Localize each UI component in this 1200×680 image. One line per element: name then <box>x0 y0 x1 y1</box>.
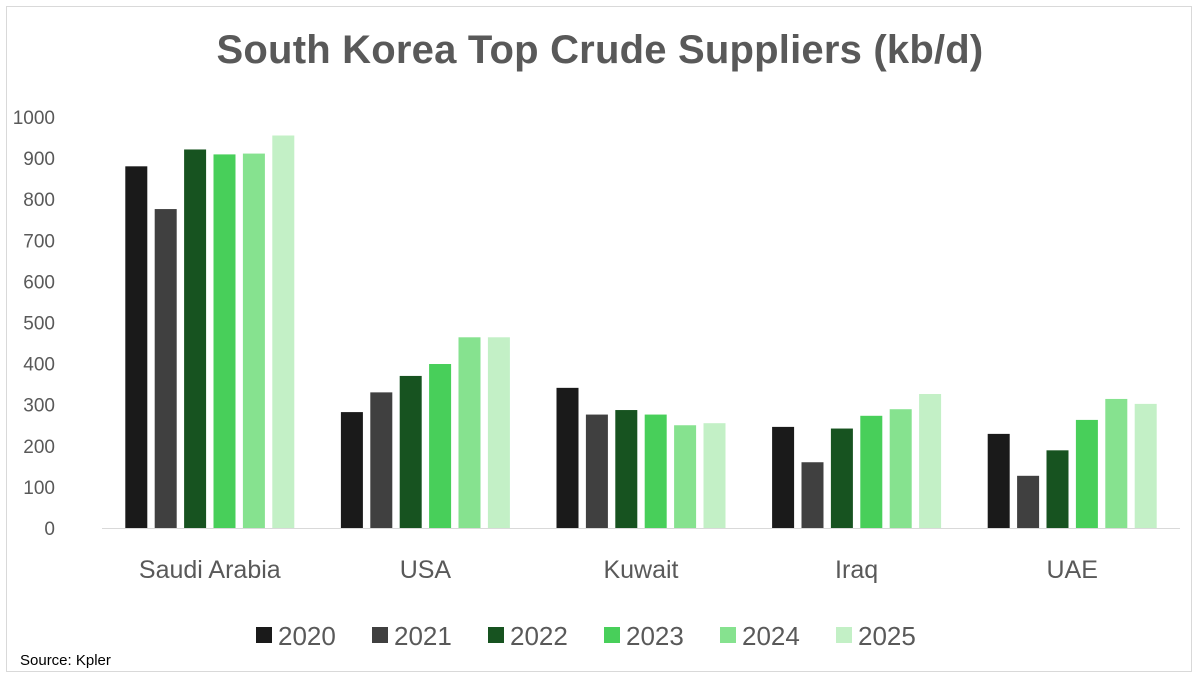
bar-2022-kuwait <box>615 410 638 528</box>
bar-2023-iraq <box>860 415 883 528</box>
bar-2025-saudi-arabia <box>272 135 295 528</box>
bar-2025-uae <box>1134 403 1157 528</box>
legend-swatch-2020 <box>256 627 272 643</box>
bar-2022-iraq <box>830 428 853 528</box>
bar-2023-saudi-arabia <box>213 154 236 528</box>
bar-2021-uae <box>1017 475 1040 528</box>
bar-2023-kuwait <box>644 414 667 528</box>
y-tick-label: 0 <box>44 519 55 540</box>
y-tick-label: 900 <box>23 149 55 170</box>
y-tick-label: 100 <box>23 478 55 499</box>
legend-label-2021: 2021 <box>394 621 452 651</box>
chart-title: South Korea Top Crude Suppliers (kb/d) <box>216 28 984 72</box>
bar-2024-uae <box>1105 398 1128 528</box>
legend-label-2024: 2024 <box>742 621 800 651</box>
y-tick-label: 600 <box>23 272 55 293</box>
bar-2021-kuwait <box>585 414 608 528</box>
bar-2022-usa <box>399 375 422 528</box>
bar-2020-iraq <box>772 426 795 528</box>
bar-2021-iraq <box>801 462 824 528</box>
bar-2025-usa <box>487 337 510 528</box>
bar-2025-iraq <box>919 394 942 528</box>
bar-2024-saudi-arabia <box>242 153 265 529</box>
bar-2020-uae <box>987 433 1010 528</box>
bar-2021-usa <box>370 392 393 528</box>
y-tick-label: 1000 <box>13 108 55 129</box>
x-tick-label: Iraq <box>835 556 878 584</box>
legend-swatch-2021 <box>372 627 388 643</box>
bar-2024-usa <box>458 337 481 528</box>
legend-swatch-2025 <box>836 627 852 643</box>
x-tick-label: Saudi Arabia <box>139 556 281 584</box>
bar-2023-uae <box>1075 419 1098 528</box>
legend-label-2023: 2023 <box>626 621 684 651</box>
bar-2021-saudi-arabia <box>154 209 177 528</box>
x-tick-label: Kuwait <box>603 556 678 584</box>
bar-2020-kuwait <box>556 387 579 528</box>
bar-2024-iraq <box>889 409 912 528</box>
bar-2023-usa <box>429 364 452 528</box>
legend-swatch-2022 <box>488 627 504 643</box>
legend-label-2025: 2025 <box>858 621 916 651</box>
y-tick-label: 800 <box>23 190 55 211</box>
x-tick-label: USA <box>400 556 452 584</box>
bar-2020-saudi-arabia <box>125 166 148 528</box>
bar-2020-usa <box>340 412 363 528</box>
x-tick-label: UAE <box>1046 556 1097 584</box>
legend-label-2020: 2020 <box>278 621 336 651</box>
bar-2022-saudi-arabia <box>184 149 207 528</box>
y-tick-label: 400 <box>23 355 55 376</box>
legend-swatch-2023 <box>604 627 620 643</box>
source-note: Source: Kpler <box>20 652 111 669</box>
y-tick-label: 300 <box>23 396 55 417</box>
bar-2024-kuwait <box>674 425 697 528</box>
y-tick-label: 700 <box>23 231 55 252</box>
legend-swatch-2024 <box>720 627 736 643</box>
y-tick-label: 500 <box>23 314 55 335</box>
bar-2025-kuwait <box>703 423 726 528</box>
bar-2022-uae <box>1046 450 1069 528</box>
legend-label-2022: 2022 <box>510 621 568 651</box>
y-tick-label: 200 <box>23 437 55 458</box>
